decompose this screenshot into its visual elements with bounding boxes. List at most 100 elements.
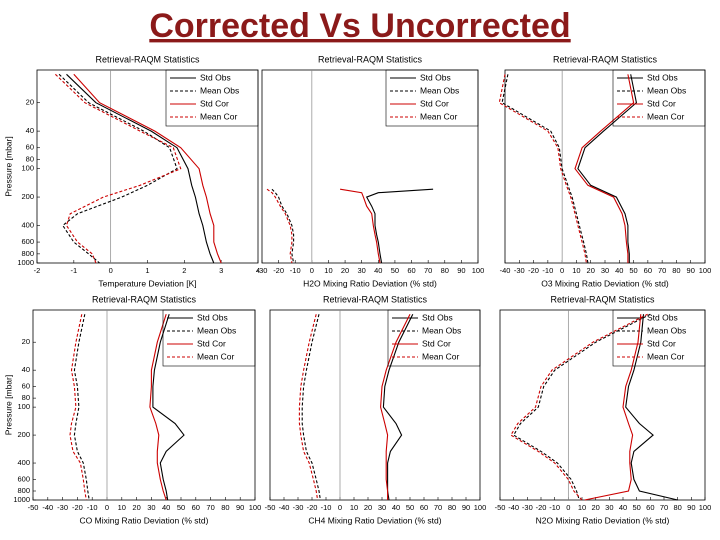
x-tick-label: 10 <box>572 266 580 275</box>
x-tick-label: 20 <box>341 266 349 275</box>
x-tick-label: 2 <box>182 266 186 275</box>
legend-label: Mean Cor <box>200 111 237 121</box>
profile-line <box>340 188 381 264</box>
profile-line <box>382 313 414 501</box>
legend-label: Mean Obs <box>422 325 461 335</box>
x-tick-label: 70 <box>658 266 666 275</box>
x-tick-label: 100 <box>249 503 262 512</box>
x-tick-label: -10 <box>87 503 98 512</box>
x-tick-label: 60 <box>407 266 415 275</box>
x-tick-label: -40 <box>508 503 519 512</box>
x-tick-label: -30 <box>293 503 304 512</box>
panel-title: Retrieval-RAQM Statistics <box>318 54 423 64</box>
x-tick-label: 3 <box>219 266 223 275</box>
profile-line <box>574 74 635 263</box>
x-tick-label: -10 <box>542 266 553 275</box>
profile-line <box>73 314 90 501</box>
x-tick-label: -2 <box>34 266 41 275</box>
x-axis-label: CH4 Mixing Ratio Deviation (% std) <box>308 515 441 525</box>
x-tick-label: -50 <box>495 503 506 512</box>
y-tick-label: 1000 <box>13 495 30 504</box>
profile-line <box>58 73 178 264</box>
profile-line <box>380 313 411 500</box>
slide-title: Corrected Vs Uncorrected <box>149 7 570 45</box>
legend-label: Std Cor <box>420 98 449 108</box>
x-tick-label: 20 <box>132 503 140 512</box>
x-tick-label: -20 <box>273 266 284 275</box>
x-tick-label: 70 <box>206 503 214 512</box>
x-tick-label: -10 <box>321 503 332 512</box>
x-axis-label: N2O Mixing Ratio Deviation (% std) <box>536 515 670 525</box>
plot-frame <box>261 69 479 264</box>
profile-line <box>66 73 215 264</box>
x-tick-label: 40 <box>619 503 627 512</box>
x-tick-label: 50 <box>632 503 640 512</box>
x-tick-label: 50 <box>391 266 399 275</box>
x-tick-label: 70 <box>424 266 432 275</box>
profile-line <box>266 188 293 264</box>
legend-label: Std Obs <box>647 72 678 82</box>
y-tick-label: 80 <box>26 155 34 164</box>
legend-label: Std Obs <box>647 312 678 322</box>
panel-title: Retrieval-RAQM Statistics <box>92 294 197 304</box>
y-tick-label: 200 <box>17 430 30 439</box>
legend-box <box>165 69 259 127</box>
y-tick-label: 60 <box>22 382 30 391</box>
legend-label: Std Cor <box>647 98 676 108</box>
profile-line <box>501 74 589 264</box>
x-tick-label: 0 <box>109 266 113 275</box>
x-tick-label: -20 <box>536 503 547 512</box>
x-tick-label: 60 <box>420 503 428 512</box>
profile-line <box>149 314 167 501</box>
x-tick-label: 20 <box>591 503 599 512</box>
x-tick-label: 30 <box>601 266 609 275</box>
x-tick-label: 70 <box>434 503 442 512</box>
legend-label: Mean Obs <box>420 85 459 95</box>
x-tick-label: 80 <box>672 266 680 275</box>
legend-label: Mean Cor <box>647 351 684 361</box>
x-tick-label: 30 <box>378 503 386 512</box>
legend-label: Mean Obs <box>647 85 686 95</box>
y-tick-label: 100 <box>17 402 30 411</box>
profile-line <box>498 74 587 264</box>
x-axis-label: H2O Mixing Ratio Deviation (% std) <box>303 278 437 288</box>
y-axis-label: Pressure [mbar] <box>3 136 13 196</box>
legend-label: Mean Obs <box>200 85 239 95</box>
legend-label: Std Cor <box>647 338 676 348</box>
profile-line <box>298 314 319 501</box>
x-tick-label: 40 <box>392 503 400 512</box>
x-tick-label: 90 <box>462 503 470 512</box>
profile-line <box>365 188 434 264</box>
legend-label: Mean Cor <box>420 111 457 121</box>
x-tick-label: 50 <box>177 503 185 512</box>
x-tick-label: 80 <box>673 503 681 512</box>
profile-line <box>584 314 642 501</box>
x-tick-label: 60 <box>646 503 654 512</box>
legend-box <box>385 69 479 127</box>
legend-label: Mean Obs <box>197 325 236 335</box>
x-tick-label: -30 <box>522 503 533 512</box>
profile-line <box>271 188 295 264</box>
x-tick-label: -50 <box>265 503 276 512</box>
x-tick-label: 100 <box>472 266 485 275</box>
x-tick-label: 0 <box>566 503 570 512</box>
panel-title: Retrieval-RAQM Statistics <box>553 54 658 64</box>
x-tick-label: 80 <box>441 266 449 275</box>
x-tick-label: 90 <box>236 503 244 512</box>
x-tick-label: 90 <box>687 503 695 512</box>
profile-line <box>512 313 651 501</box>
legend-box <box>162 309 256 367</box>
y-tick-label: 20 <box>22 337 30 346</box>
x-tick-label: -20 <box>528 266 539 275</box>
x-tick-label: -20 <box>72 503 83 512</box>
x-tick-label: 10 <box>578 503 586 512</box>
legend-label: Std Cor <box>197 338 226 348</box>
legend-label: Std Obs <box>420 72 451 82</box>
x-tick-label: 0 <box>310 266 314 275</box>
legend-box <box>612 69 706 127</box>
x-tick-label: -10 <box>290 266 301 275</box>
x-tick-label: 70 <box>660 503 668 512</box>
x-tick-label: -50 <box>28 503 39 512</box>
x-tick-label: 50 <box>406 503 414 512</box>
